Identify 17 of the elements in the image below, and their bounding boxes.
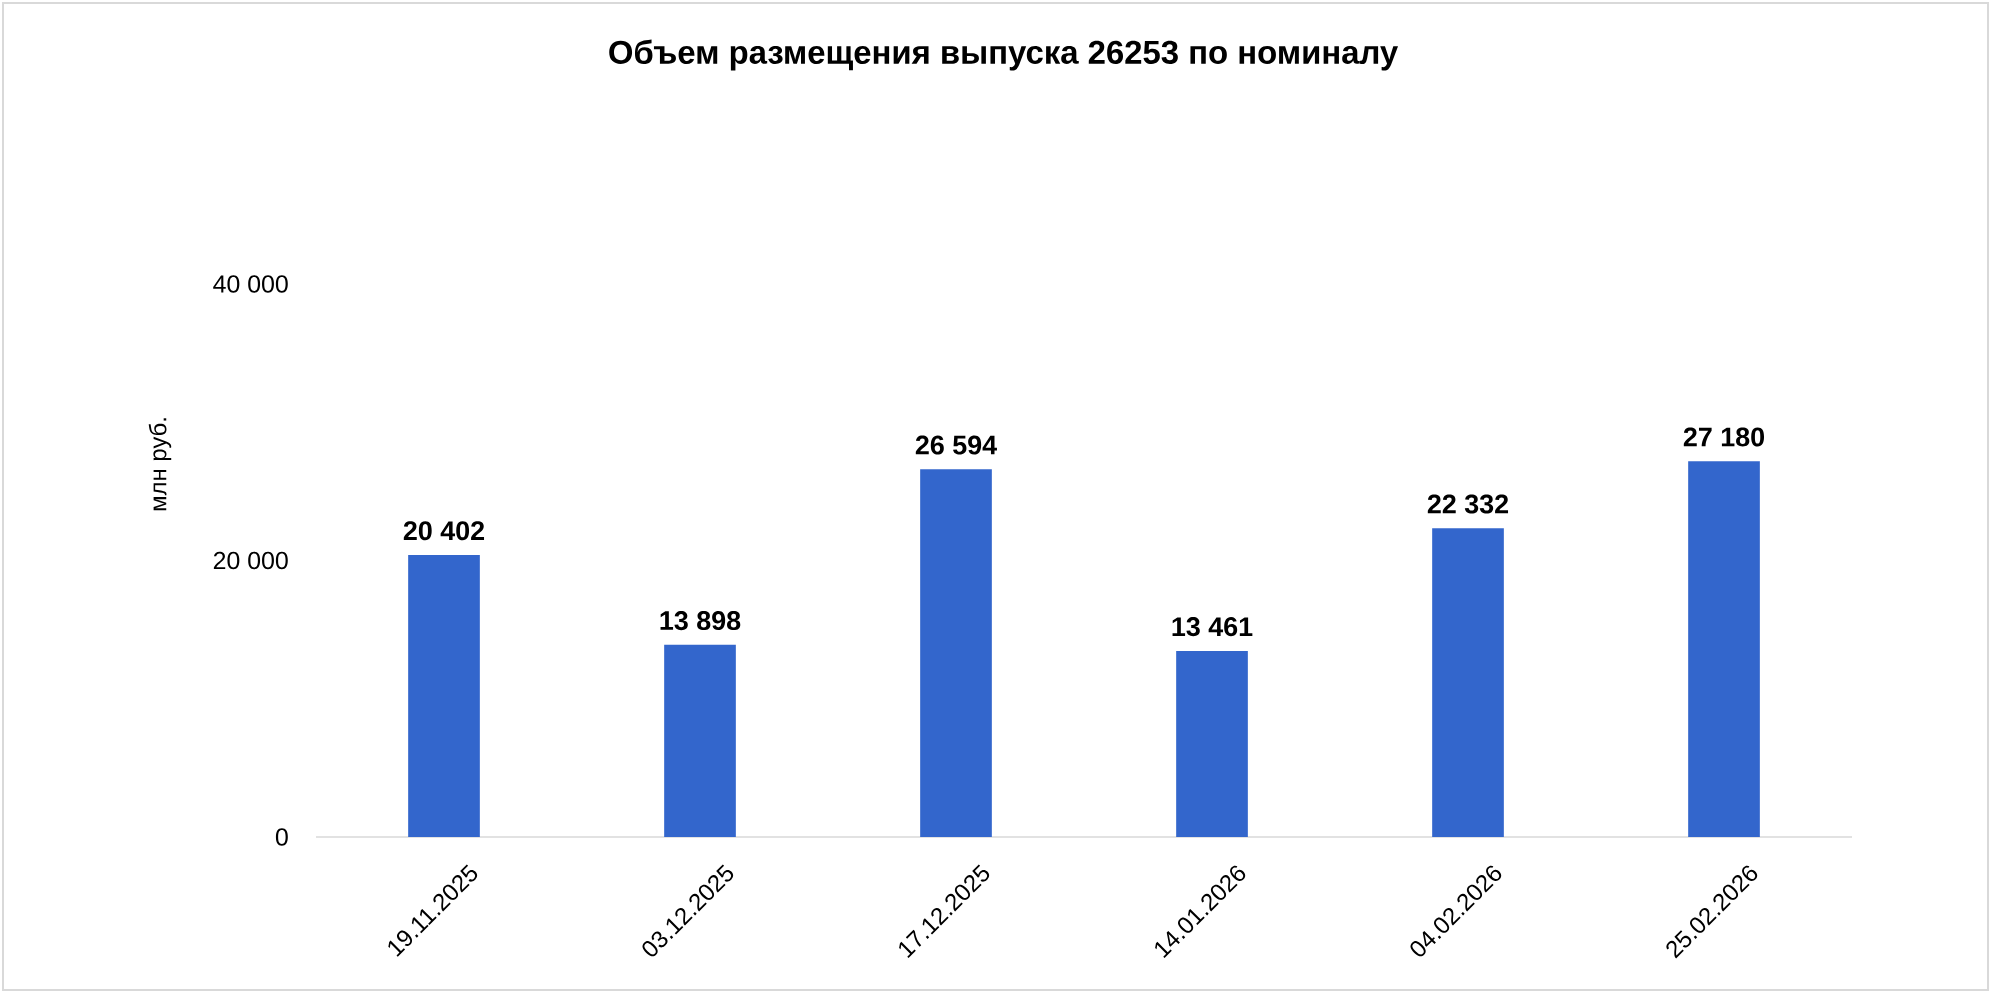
y-tick-label: 20 000 bbox=[213, 551, 288, 570]
bar bbox=[920, 469, 992, 837]
bar bbox=[664, 644, 736, 837]
data-label: 13 461 bbox=[1172, 617, 1253, 637]
y-tick-label: 40 000 bbox=[213, 275, 288, 293]
data-label: 13 898 bbox=[660, 611, 741, 631]
bar bbox=[1176, 650, 1248, 837]
data-label: 20 402 bbox=[403, 521, 485, 541]
data-label: 26 594 bbox=[915, 435, 997, 455]
data-label: 22 332 bbox=[1427, 494, 1509, 514]
bar bbox=[1688, 461, 1760, 837]
bar bbox=[408, 554, 480, 837]
bar bbox=[1432, 528, 1504, 837]
y-tick-label: 0 bbox=[275, 828, 288, 846]
data-label: 27 180 bbox=[1683, 427, 1765, 447]
chart-title: Объем размещения выпуска 26253 по номиналу bbox=[609, 39, 1399, 71]
y-axis-title: млн руб. bbox=[148, 418, 172, 511]
